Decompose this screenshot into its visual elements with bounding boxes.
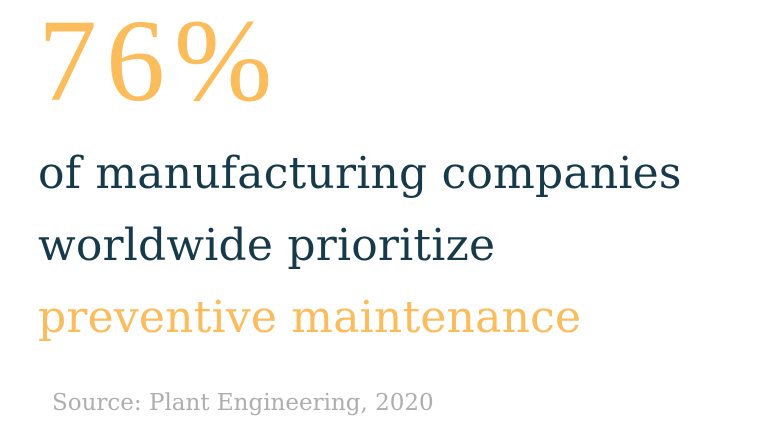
source-citation: Source: Plant Engineering, 2020	[52, 390, 434, 416]
stat-highlight-line: preventive maintenance	[38, 292, 582, 343]
stat-description-line-2: worldwide prioritize	[38, 220, 496, 271]
stat-description-line-1: of manufacturing companies	[38, 148, 682, 199]
stat-value: 76%	[38, 0, 282, 126]
